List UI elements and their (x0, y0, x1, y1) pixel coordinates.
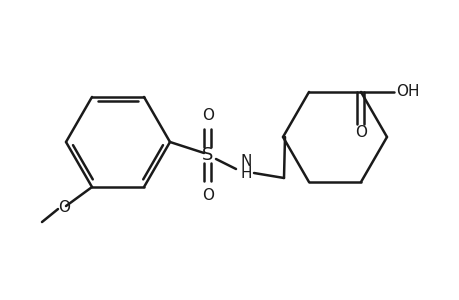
Text: OH: OH (395, 85, 419, 100)
Text: H: H (240, 166, 251, 181)
Text: O: O (202, 188, 213, 202)
Text: N: N (240, 154, 251, 169)
Text: O: O (354, 125, 366, 140)
Text: O: O (202, 107, 213, 122)
Text: S: S (202, 146, 213, 164)
Text: O: O (58, 200, 70, 214)
